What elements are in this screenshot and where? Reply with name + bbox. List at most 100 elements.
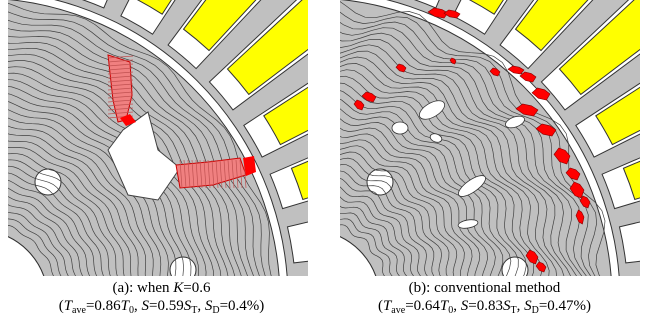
- hatch-line: [239, 159, 243, 189]
- shaft-bore: [340, 236, 377, 276]
- caption-b: (b): conventional method (Tave=0.64T0, S…: [323, 279, 646, 316]
- flux-barrier-fragment: [507, 65, 525, 75]
- stator-coil: [290, 160, 308, 201]
- flux-barrier-fragment: [443, 9, 461, 19]
- metric-value: =0.59: [149, 298, 184, 314]
- hatch-line: [179, 159, 183, 189]
- flux-barrier-fragment: [565, 167, 581, 181]
- stator-coil: [263, 86, 308, 146]
- flux-line: [8, 165, 111, 276]
- metric-reference: T: [439, 298, 449, 314]
- flux-barrier-fragment: [535, 123, 557, 137]
- flux-line: [340, 157, 450, 276]
- flux-line: [340, 50, 565, 276]
- flux-line: [340, 27, 587, 276]
- stator-slot: [413, 0, 440, 9]
- hatch-line: [187, 159, 191, 189]
- panel-a-optimized-rotor: [8, 0, 308, 276]
- stator-slot: [618, 221, 640, 264]
- rotor-cross-section-a: [8, 0, 308, 276]
- flux-line: [8, 41, 242, 276]
- hatch-line: [195, 159, 199, 189]
- stator-coil: [136, 0, 172, 15]
- metric-0: Tave=0.86T0,: [63, 298, 142, 316]
- metric-symbol: S: [141, 298, 150, 314]
- stator-coil: [595, 86, 640, 146]
- metric-2: SD=0.47%: [524, 298, 586, 316]
- flux-barrier-fragment: [519, 71, 537, 83]
- flux-barrier-fragment: [575, 209, 585, 225]
- hatch-line: [107, 79, 134, 83]
- hatch-line: [191, 159, 195, 189]
- flux-barrier-fragment: [579, 195, 591, 209]
- flux-line: [340, 90, 519, 276]
- flux-barrier-fragment: [553, 147, 571, 165]
- metric-symbol: S: [460, 298, 469, 314]
- flux-barrier-fragment: [515, 103, 539, 117]
- hatch-line: [183, 159, 187, 189]
- hatch-line: [107, 71, 134, 75]
- flux-line: [340, 205, 408, 276]
- flux-barrier-tip: [243, 156, 256, 176]
- hatch-line: [107, 63, 134, 67]
- flux-line: [8, 19, 260, 276]
- stator-coil: [182, 0, 257, 52]
- metric-1: S=0.59ST,: [141, 298, 205, 316]
- stator-coil: [468, 0, 504, 15]
- flux-line: [340, 1, 606, 276]
- metric-subscript: ave: [391, 305, 406, 316]
- flux-line: [8, 47, 236, 276]
- flux-line: [8, 11, 266, 276]
- void-region: [458, 175, 486, 197]
- flux-line: [340, 38, 577, 276]
- hatch-line: [107, 99, 134, 103]
- metric-subscript: D: [212, 305, 220, 316]
- flux-line: [340, 212, 400, 276]
- flux-barrier-fragment: [569, 181, 585, 199]
- stator-slot: [286, 221, 308, 264]
- void-region: [505, 115, 525, 129]
- flux-line: [340, 118, 496, 276]
- flux-line: [8, 133, 147, 276]
- flux-barrier-fragment: [353, 99, 365, 111]
- flux-barrier-fragment: [531, 87, 551, 101]
- shaft-bore: [8, 236, 45, 276]
- flux-line: [8, 147, 132, 276]
- flux-line: [8, 187, 91, 276]
- flux-line: [340, 98, 512, 276]
- flux-line: [8, 28, 254, 276]
- hatch-line: [223, 159, 227, 189]
- flux-barrier-fragment: [525, 249, 539, 265]
- metric-symbol: T: [382, 298, 392, 314]
- metric-subscript: D: [531, 305, 539, 316]
- metric-symbol: T: [63, 298, 73, 314]
- hatch-line: [107, 95, 134, 99]
- flux-barrier-tip: [120, 114, 136, 126]
- flux-line: [340, 11, 598, 276]
- flux-line: [340, 139, 473, 276]
- hatch-line: [107, 87, 134, 91]
- metric-reference: T: [120, 298, 129, 314]
- hatch-line: [215, 159, 219, 189]
- hatch-line: [107, 107, 134, 111]
- flux-line: [8, 125, 154, 276]
- flux-line: [8, 2, 272, 276]
- hatch-line: [207, 159, 211, 189]
- hatch-line: [219, 159, 223, 189]
- metric-0: Tave=0.64T0,: [382, 298, 461, 316]
- flux-line: [8, 117, 162, 276]
- flux-line: [8, 179, 98, 276]
- hatch-line: [235, 159, 239, 189]
- hatch-line: [107, 75, 134, 79]
- flux-line: [340, 224, 386, 276]
- flux-barrier-fragment: [395, 63, 407, 73]
- flux-line: [8, 140, 139, 276]
- flux-line: [340, 151, 458, 276]
- metric-reference-subscript: 0: [129, 305, 134, 316]
- metric-2: SD=0.4%: [205, 298, 260, 316]
- metric-value: =0.4%: [219, 298, 260, 314]
- caption-a-title: (a): when K=0.6: [112, 280, 211, 296]
- panel-b-conventional-rotor: [340, 0, 640, 276]
- metric-1: S=0.83ST,: [460, 298, 525, 316]
- metric-subscript: ave: [72, 305, 86, 316]
